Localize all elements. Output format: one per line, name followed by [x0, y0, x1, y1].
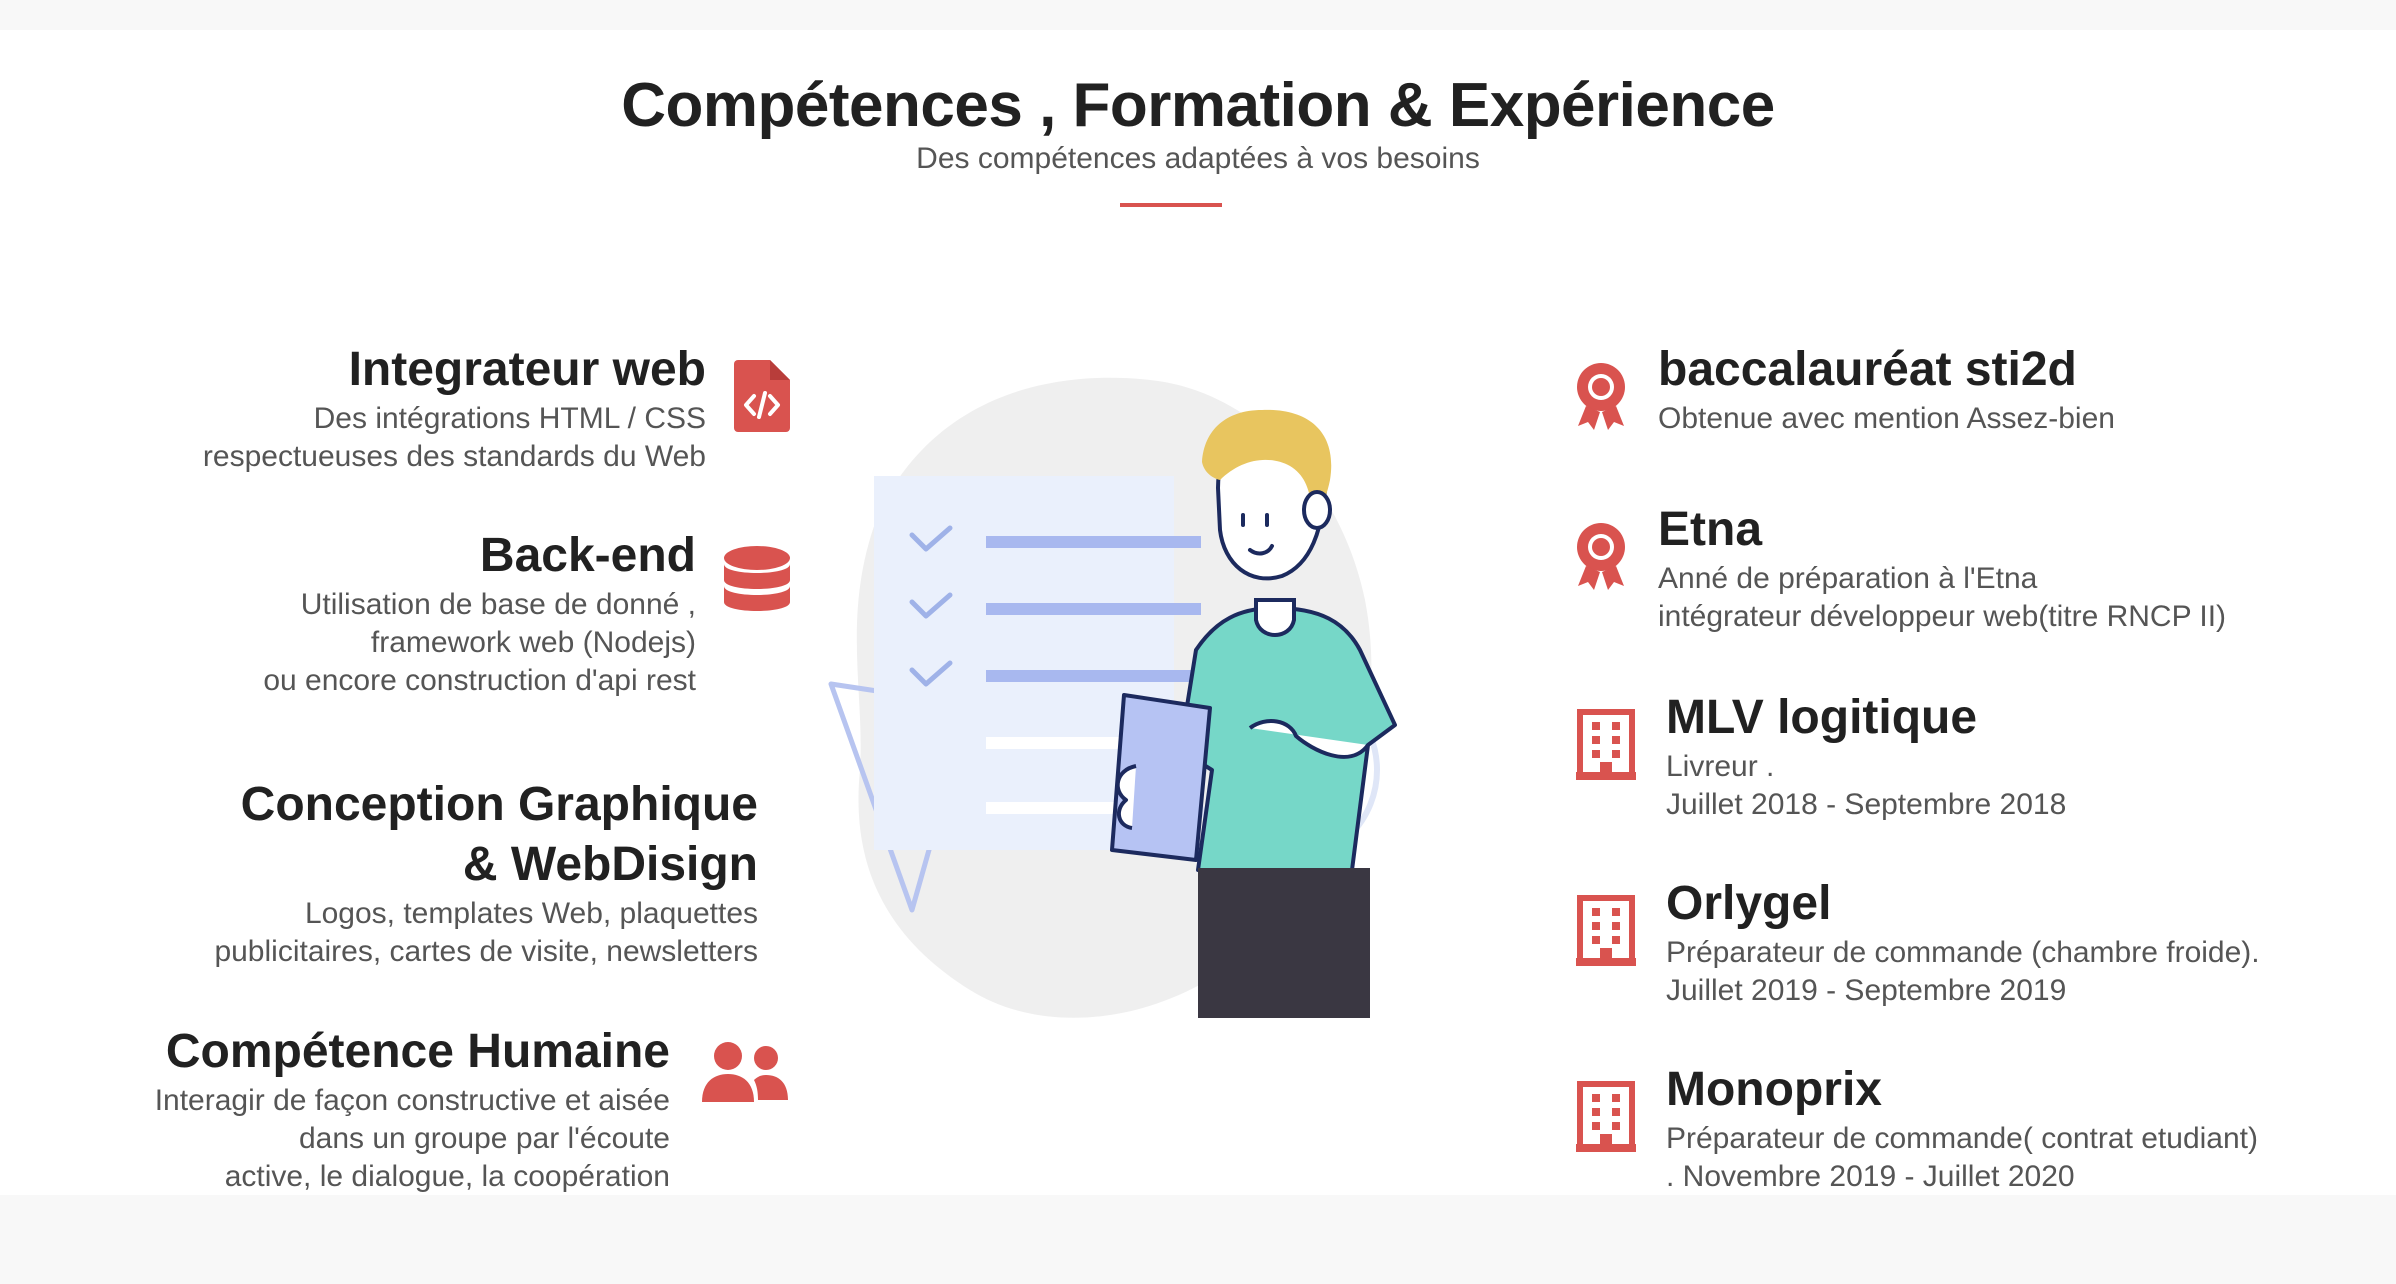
experience-item-etna: Etna Anné de préparation à l'Etna intégr…: [1658, 500, 2378, 636]
skill-item-backend: Back-end Utilisation de base de donné , …: [100, 526, 696, 700]
file-code-icon: [734, 360, 790, 432]
award-icon: [1574, 520, 1628, 590]
database-icon: [724, 546, 790, 620]
experience-description: Livreur . Juillet 2018 - Septembre 2018: [1666, 750, 2067, 821]
building-icon: [1576, 708, 1636, 780]
experience-title: Monoprix: [1666, 1063, 1882, 1116]
experience-item-orlygel: Orlygel Préparateur de commande (chambre…: [1666, 874, 2376, 1010]
skill-description: Logos, templates Web, plaquettes publici…: [214, 897, 758, 968]
experience-description: Anné de préparation à l'Etna intégrateur…: [1658, 562, 2227, 633]
skill-title: Compétence Humaine: [165, 1025, 670, 1078]
experience-item-bac: baccalauréat sti2d Obtenue avec mention …: [1658, 340, 2358, 438]
building-icon: [1576, 1080, 1636, 1152]
skill-description: Interagir de façon constructive et aisée…: [154, 1084, 670, 1193]
skills-section: Compétences , Formation & Expérience Des…: [0, 30, 2396, 1195]
skill-item-human: Compétence Humaine Interagir de façon co…: [100, 1022, 670, 1196]
experience-description: Obtenue avec mention Assez-bien: [1658, 402, 2115, 435]
skill-title: Back-end: [479, 529, 696, 582]
experience-title: MLV logitique: [1666, 691, 1978, 744]
experience-item-mlv: MLV logitique Livreur . Juillet 2018 - S…: [1666, 688, 2366, 824]
skill-item-web-integrator: Integrateur web Des intégrations HTML / …: [100, 340, 706, 476]
section-title: Compétences , Formation & Expérience: [621, 71, 1775, 140]
skill-title: Conception Graphique & WebDisign: [240, 778, 758, 891]
experience-title: baccalauréat sti2d: [1658, 343, 2077, 396]
title-divider: [1120, 203, 1222, 207]
skill-title: Integrateur web: [348, 343, 706, 396]
experience-description: Préparateur de commande( contrat etudian…: [1666, 1122, 2258, 1193]
experience-title: Etna: [1658, 503, 1763, 556]
section-subtitle: Des compétences adaptées à vos besoins: [916, 142, 1480, 175]
skill-item-graphic-design: Conception Graphique & WebDisign Logos, …: [100, 775, 758, 971]
developer-illustration: [820, 350, 1460, 1050]
users-icon: [700, 1040, 790, 1106]
skill-description: Des intégrations HTML / CSS respectueuse…: [202, 402, 706, 473]
experience-description: Préparateur de commande (chambre froide)…: [1666, 936, 2260, 1007]
award-icon: [1574, 360, 1628, 430]
experience-title: Orlygel: [1666, 877, 1832, 930]
skill-description: Utilisation de base de donné , framework…: [263, 588, 696, 697]
experience-item-monoprix: Monoprix Préparateur de commande( contra…: [1666, 1060, 2376, 1196]
building-icon: [1576, 894, 1636, 966]
